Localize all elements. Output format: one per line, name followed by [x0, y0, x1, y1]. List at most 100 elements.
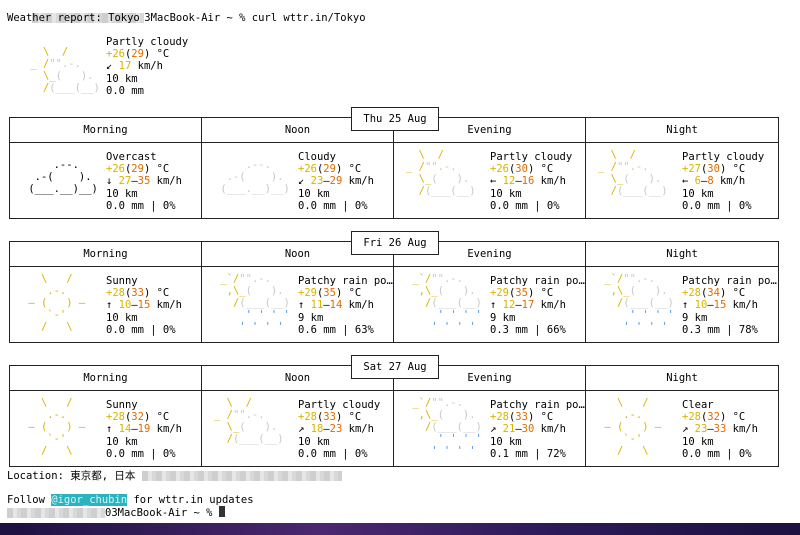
forecast-header-row: Morning Noon Evening Night: [10, 118, 778, 143]
temperature: +26: [106, 163, 125, 176]
forecast-cell: _`/"".-. ,\_( ). /(___(__) ' ' ' ' ' ' '…: [586, 267, 778, 342]
forecast-cell: .--. .-( ). (___.__)__) Cloudy +26(29) °…: [202, 143, 394, 218]
precipitation: 0.0 mm | 0%: [298, 447, 368, 460]
forecast-cell: \ / .-. ― ( ) ― `-' / \ Clear +28(32) °C…: [586, 391, 778, 466]
prompt-line[interactable]: 03MacBook-Air ~ %: [7, 506, 225, 519]
forecast-info: Overcast +26(29) °C ↓ 27–35 km/h 10 km 0…: [106, 151, 182, 212]
visibility: 10 km: [106, 187, 138, 200]
precipitation: 0.0 mm | 0%: [106, 447, 176, 460]
forecast-info: Patchy rain po… +29(35) °C ↑ 11–14 km/h …: [298, 275, 393, 336]
wind-high: 8: [707, 175, 714, 188]
forecast-info: Partly cloudy +26(30) °C ← 12–16 km/h 10…: [490, 151, 573, 212]
feels-like: 32: [707, 411, 720, 424]
condition-text: Patchy rain po…: [490, 275, 585, 287]
wind-high: 33: [713, 423, 727, 436]
wind-low: 14: [118, 423, 132, 436]
precipitation: 0.0 mm | 0%: [490, 199, 560, 212]
period-label-evening: Evening: [394, 118, 586, 142]
forecast-info: Patchy rain po… +29(35) °C ↑ 12–17 km/h …: [490, 275, 585, 336]
forecast-day: Morning Noon Evening Night Thu 25 Aug .--. .…: [9, 107, 779, 219]
forecast-header-row: Morning Noon Evening Night: [10, 242, 778, 267]
wind-direction-icon: ↙: [298, 175, 305, 188]
current-temp: +26: [106, 48, 125, 61]
visibility: 10 km: [490, 187, 522, 200]
wind-direction-icon: ↑: [490, 299, 497, 312]
forecast-info: Patchy rain po… +28(33) °C ↗ 21–30 km/h …: [490, 399, 585, 460]
wind-direction-icon: ↑: [106, 423, 113, 436]
wind-direction-icon: ↗: [682, 423, 689, 436]
wind-low: 27: [118, 175, 132, 188]
forecast-day: Morning Noon Evening Night Sat 27 Aug \ / .-…: [9, 355, 779, 467]
visibility: 10 km: [298, 435, 330, 448]
temperature: +28: [682, 411, 701, 424]
redacted-user: [7, 508, 105, 518]
forecast-date: Thu 25 Aug: [351, 107, 439, 131]
rain-weather-icon: _`/"".-. ,\_( ). /(___(__) ' ' ' ' ' ' '…: [406, 273, 482, 333]
desktop-background: [0, 523, 800, 535]
forecast-cell: \ / _ /"".-. \_( ). /(___(__) Partly clo…: [202, 391, 394, 466]
forecast-info: Sunny +28(33) °C ↑ 10–15 km/h 10 km 0.0 …: [106, 275, 182, 336]
period-label-morning: Morning: [10, 118, 202, 142]
wind-direction-icon: ↗: [490, 423, 497, 436]
wind-unit: km/h: [137, 60, 163, 73]
twitter-handle-link[interactable]: @igor_chubin: [51, 494, 128, 506]
condition-text: Partly cloudy: [298, 399, 381, 411]
condition-text: Partly cloudy: [490, 151, 573, 163]
period-label-morning: Morning: [10, 242, 202, 266]
feels-like: 33: [515, 411, 528, 424]
temperature: +28: [490, 411, 509, 424]
period-label-evening: Evening: [394, 242, 586, 266]
wind-direction-icon: ↑: [682, 299, 689, 312]
feels-like: 33: [323, 411, 336, 424]
wind-high: 23: [329, 423, 343, 436]
precipitation: 0.0 mm | 0%: [682, 447, 752, 460]
partly-weather-icon: \ / _ /"".-. \_( ). /(___(__): [406, 149, 476, 197]
overcast-weather-icon: .--. .-( ). (___.__)__): [22, 159, 105, 195]
forecast-cell: \ / .-. ― ( ) ― `-' / \ Sunny +28(33) °C…: [10, 267, 202, 342]
wind-low: 18: [310, 423, 324, 436]
forecast-date: Sat 27 Aug: [351, 355, 439, 379]
forecast-body-row: \ / .-. ― ( ) ― `-' / \ Sunny +28(33) °C…: [10, 267, 778, 342]
precipitation: 0.3 mm | 78%: [682, 323, 758, 336]
wind-direction-icon: ↑: [106, 299, 113, 312]
visibility: 10 km: [106, 311, 138, 324]
visibility: 10 km: [298, 187, 330, 200]
wind-direction-icon: ↗: [298, 423, 305, 436]
temperature: +26: [298, 163, 317, 176]
visibility: 10 km: [682, 435, 714, 448]
feels-like: 35: [323, 287, 336, 300]
visibility: 10 km: [490, 435, 522, 448]
feels-like: 30: [515, 163, 528, 176]
wind-low: 6: [694, 175, 701, 188]
forecast-day: Morning Noon Evening Night Fri 26 Aug \ / .-…: [9, 231, 779, 343]
rain-weather-icon: _`/"".-. ,\_( ). /(___(__) ' ' ' ' ' ' '…: [598, 273, 674, 333]
wind-low: 10: [118, 299, 132, 312]
rain-weather-icon: _`/"".-. ,\_( ). /(___(__) ' ' ' ' ' ' '…: [214, 273, 290, 333]
condition-text: Patchy rain po…: [490, 399, 585, 411]
precipitation: 0.0 mm | 0%: [682, 199, 752, 212]
current-precip: 0.0 mm: [106, 84, 144, 97]
temperature: +28: [106, 411, 125, 424]
period-label-night: Night: [666, 124, 698, 136]
sunny-weather-icon: \ / .-. ― ( ) ― `-' / \: [22, 273, 86, 333]
wind-direction-icon: ↓: [106, 175, 113, 188]
wind-direction-icon: ←: [682, 175, 689, 188]
wind-low: 23: [694, 423, 708, 436]
wind-high: 14: [329, 299, 343, 312]
rain-weather-icon: _`/"".-. ,\_( ). /(___(__) ' ' ' ' ' ' '…: [406, 397, 482, 457]
wind-low: 12: [502, 175, 516, 188]
condition-text: Sunny: [106, 399, 138, 411]
wind-high: 15: [137, 299, 151, 312]
wind-direction-icon: ←: [490, 175, 497, 188]
partly-cloudy-icon: \ / _ /"".-. \_( ). /(___(__): [24, 46, 100, 94]
feels-like: 29: [131, 163, 144, 176]
current-feels: 29: [131, 48, 144, 61]
feels-like: 30: [707, 163, 720, 176]
condition-text: Overcast: [106, 151, 157, 163]
precipitation: 0.6 mm | 63%: [298, 323, 374, 336]
condition-text: Patchy rain po…: [682, 275, 777, 287]
precipitation: 0.1 mm | 72%: [490, 447, 566, 460]
temperature: +28: [682, 287, 701, 300]
precipitation: 0.0 mm | 0%: [106, 199, 176, 212]
